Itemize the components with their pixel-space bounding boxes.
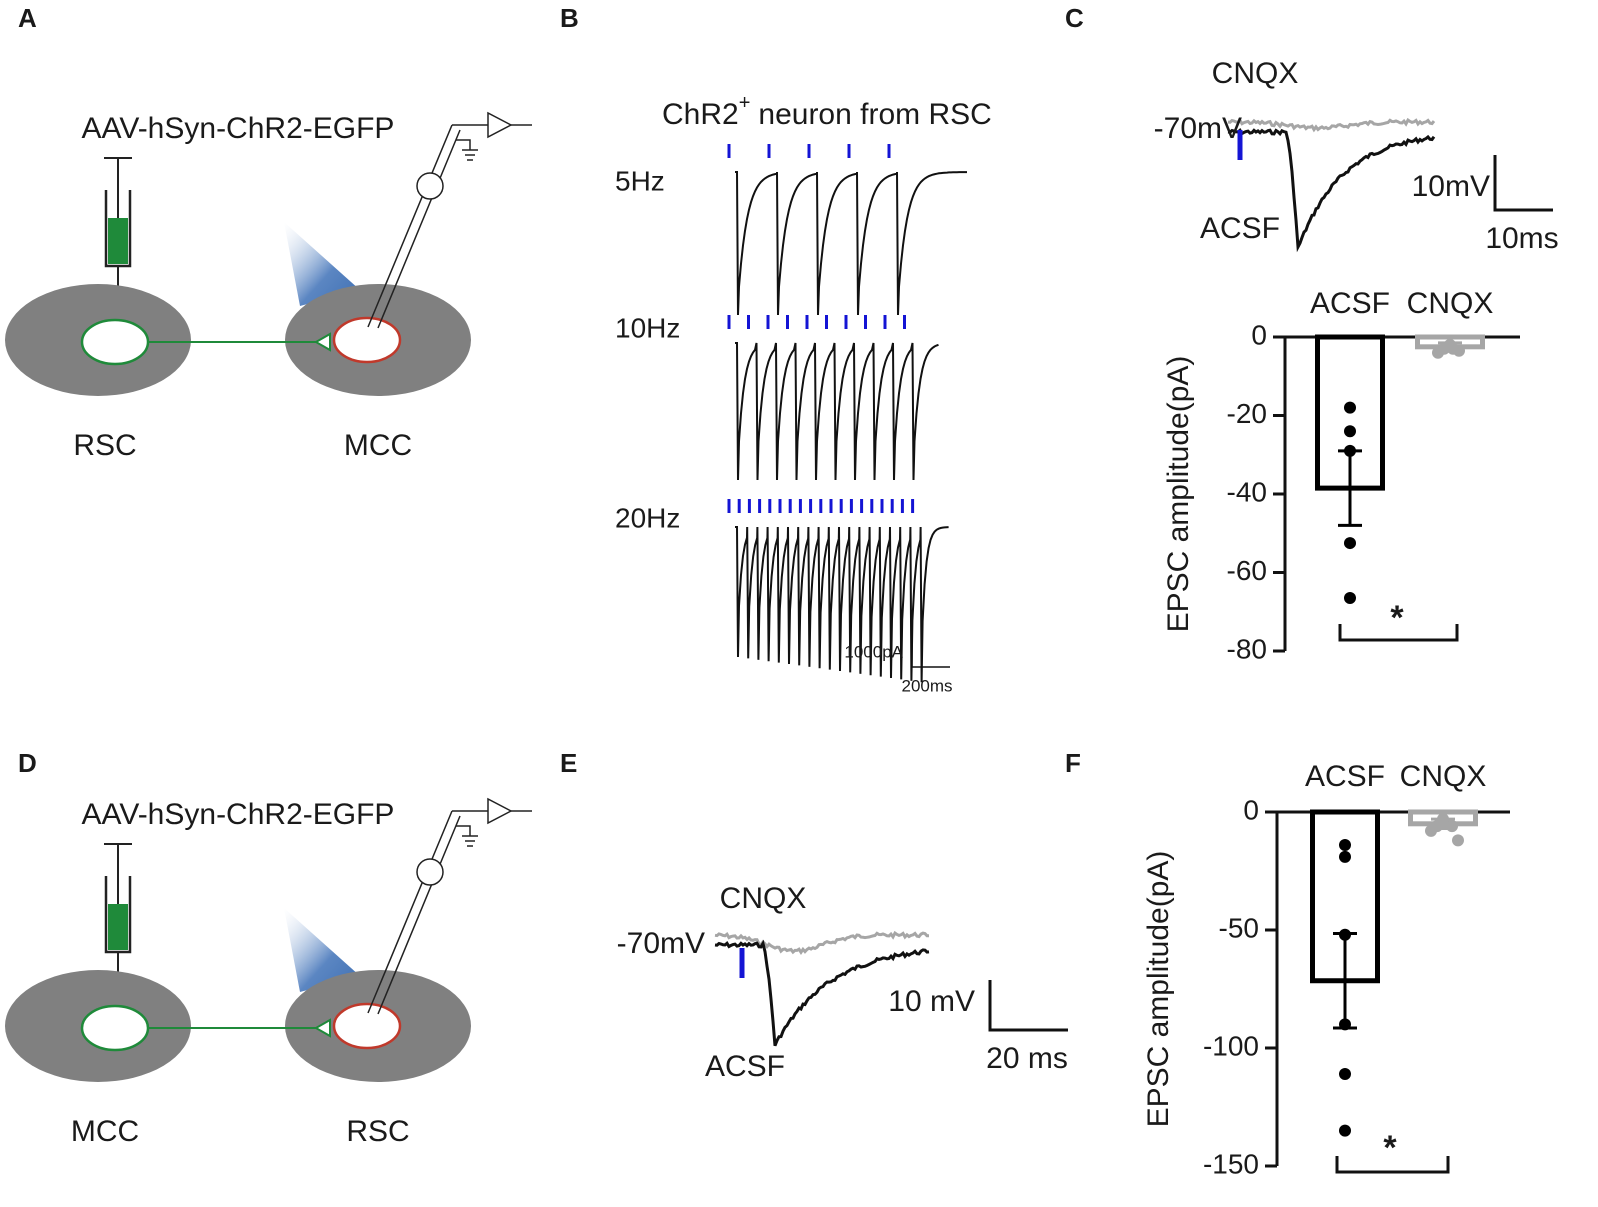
data-point [1339,928,1351,941]
data-point [1344,537,1356,550]
trace-label: ACSF [1200,212,1280,245]
y-axis-label: EPSC amplitude(pA) [1142,851,1175,1128]
electrode [367,124,453,328]
panel-letter: C [1065,3,1084,33]
panel-letter: B [560,3,579,33]
diagram: AAV-hSyn-ChR2-EGFP RSC MCC [5,111,532,462]
data-point [1344,592,1356,605]
neuron-source [80,1004,150,1052]
scale-bar [988,980,1068,1032]
data-point [1344,425,1356,438]
trace [735,342,939,481]
ground [456,139,478,161]
region-label: RSC [73,429,136,462]
scale-label: 10mV [1412,170,1490,203]
panel-letter: A [18,3,37,33]
panel-letter: E [560,748,577,778]
y-axis-label: EPSC amplitude(pA) [1162,356,1195,633]
scale-bar [1493,155,1553,212]
region-label: MCC [344,429,412,462]
trace-acsf [714,939,930,1047]
data-point [1339,1018,1351,1031]
scale-label: 10 mV [888,985,975,1018]
y-tick-label: -50 [1219,912,1259,943]
category-label: ACSF [1305,760,1385,793]
data-point [1453,344,1465,357]
neuron-source [80,318,150,366]
light-cone [284,222,360,306]
electrode-holder [416,858,444,886]
synapse [313,1018,331,1038]
region-label: RSC [346,1115,409,1148]
data-point [1339,1067,1351,1080]
trace [735,526,949,683]
syringe-fluid [108,218,128,264]
data-point [1425,824,1437,837]
electrode [377,815,461,1015]
electrode [367,810,453,1014]
synapse [313,332,331,352]
panel-letter: F [1065,748,1081,778]
significance-bracket [1338,624,1459,642]
y-tick-label: -100 [1203,1030,1259,1061]
syringe-fluid [108,904,128,950]
electrode [377,129,461,329]
neuron-target [332,316,402,364]
y-tick-label: -150 [1203,1148,1259,1179]
trace-label: ACSF [705,1050,785,1083]
y-tick-label: -20 [1227,398,1267,429]
amplifier [487,111,513,139]
category-label: CNQX [1407,287,1494,320]
y-tick-label: -40 [1227,476,1267,507]
row-label: 20Hz [615,502,680,533]
data-point [1452,834,1464,847]
significance-label: * [1383,1129,1397,1167]
data-point [1339,850,1351,863]
scale-label: 1000pA [844,642,903,661]
category-label: CNQX [1400,760,1487,793]
y-tick-label: 0 [1251,319,1267,350]
amplifier [487,797,513,825]
neuron-target [332,1002,402,1050]
trace-title: ChR2+ neuron from RSC [662,92,992,131]
virus-label: AAV-hSyn-ChR2-EGFP [82,112,395,145]
diagram: AAV-hSyn-ChR2-EGFP MCC RSC [5,797,532,1148]
title-part: neuron from RSC [758,98,991,131]
significance-label: * [1390,599,1404,637]
data-point [1339,839,1351,852]
scale-label: 20 ms [986,1042,1068,1075]
scale-bar [911,640,950,668]
trace-cnqx [1227,117,1436,133]
data-point [1339,1124,1351,1137]
trace-label: -70mV [1154,112,1242,145]
data-point [1344,444,1356,457]
ground [456,825,478,847]
category-label: ACSF [1310,287,1390,320]
trace-cnqx [714,930,929,956]
electrode-holder [416,172,444,200]
region-label: MCC [71,1115,139,1148]
data-point [1344,401,1356,414]
title-sup: + [739,92,751,114]
row-label: 10Hz [615,312,680,343]
trace-label: -70mV [617,927,705,960]
y-tick-label: -60 [1227,555,1267,586]
scale-label: 10ms [1485,222,1558,255]
y-tick-label: 0 [1243,794,1259,825]
trace-label: CNQX [720,882,807,915]
panel-letter: D [18,748,37,778]
title-part: ChR2 [662,98,739,131]
trace-label: CNQX [1212,57,1299,90]
significance-bracket [1335,1156,1450,1174]
trace [735,171,967,316]
virus-label: AAV-hSyn-ChR2-EGFP [82,798,395,831]
scale-label: 200ms [901,676,952,695]
trace-acsf [1227,128,1436,253]
row-label: 5Hz [615,165,665,196]
light-cone [284,908,360,992]
y-tick-label: -80 [1227,633,1267,664]
data-point [1432,346,1444,359]
data-point [1446,820,1458,833]
